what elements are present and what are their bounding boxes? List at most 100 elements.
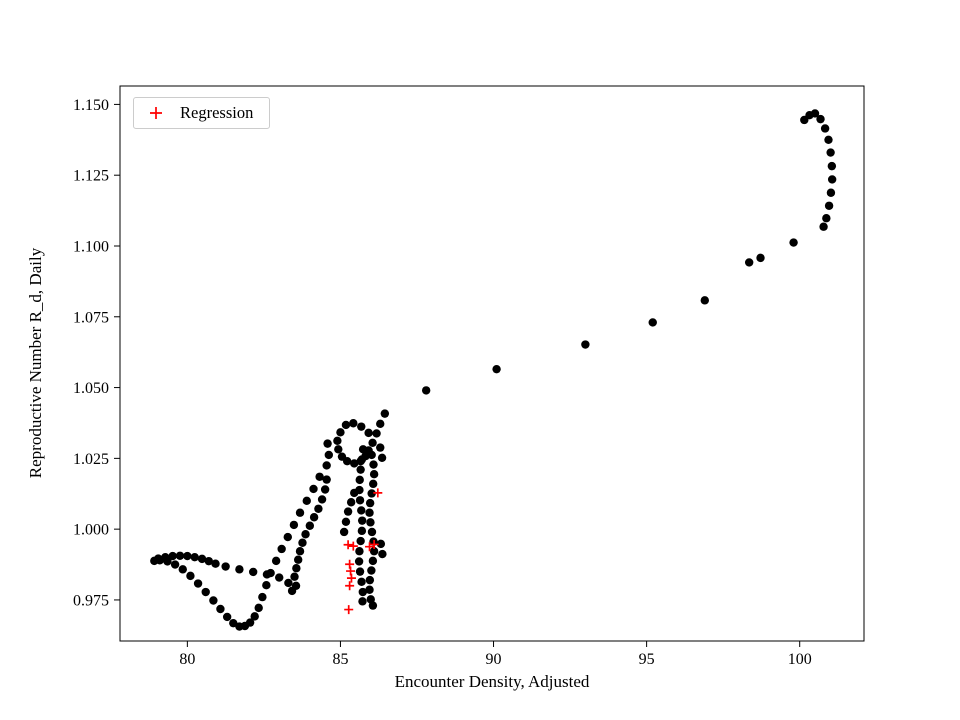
- regression-point: [345, 581, 355, 591]
- data-point: [355, 475, 364, 485]
- data-point: [324, 450, 334, 460]
- data-point: [827, 161, 837, 171]
- data-point: [343, 507, 353, 516]
- y-tick-label: 0.975: [73, 592, 109, 609]
- data-point: [250, 612, 259, 621]
- data-point: [293, 555, 303, 564]
- data-point: [357, 526, 367, 536]
- regression-point: [344, 605, 354, 615]
- data-point: [354, 557, 364, 566]
- data-point: [271, 556, 281, 566]
- y-axis-label: Reproductive Number R_d, Daily: [26, 247, 45, 479]
- data-point: [193, 579, 203, 588]
- data-point: [367, 450, 376, 460]
- data-point: [581, 340, 590, 349]
- data-point: [301, 530, 310, 539]
- data-point: [810, 109, 820, 118]
- data-point: [336, 428, 345, 437]
- data-point: [378, 549, 387, 559]
- axes-frame: [119, 85, 865, 642]
- data-point: [254, 603, 263, 613]
- data-point: [827, 175, 837, 184]
- x-axis-ticks: 80 85 90 95 100: [179, 641, 812, 668]
- x-tick-label: 95: [639, 651, 655, 668]
- y-tick-label: 1.000: [73, 522, 109, 539]
- data-point: [275, 573, 284, 582]
- data-point: [816, 114, 825, 124]
- data-point: [309, 513, 319, 522]
- data-point: [320, 485, 330, 494]
- data-point: [368, 556, 378, 566]
- data-point: [365, 585, 374, 594]
- y-tick-label: 1.100: [73, 238, 109, 255]
- data-point: [756, 253, 765, 263]
- data-point: [700, 296, 709, 305]
- x-tick-label: 80: [179, 651, 195, 668]
- data-point: [492, 364, 501, 374]
- data-point: [277, 544, 286, 554]
- data-point: [175, 551, 185, 560]
- data-point: [357, 506, 366, 515]
- data-point: [350, 459, 359, 468]
- data-point: [211, 559, 220, 568]
- data-point: [201, 587, 210, 597]
- regression-point: [348, 541, 358, 551]
- regression-point: [343, 540, 353, 550]
- data-point: [341, 420, 351, 430]
- data-point: [186, 571, 195, 581]
- data-point: [826, 148, 835, 157]
- data-point: [366, 518, 375, 527]
- data-point: [355, 496, 365, 505]
- trajectory-series: [150, 109, 837, 631]
- data-point: [744, 258, 754, 267]
- data-point: [789, 238, 798, 247]
- data-point: [229, 618, 238, 628]
- data-point: [346, 498, 356, 507]
- data-point: [358, 597, 367, 606]
- data-point: [819, 222, 828, 231]
- data-point: [314, 504, 323, 513]
- data-point: [197, 554, 207, 564]
- data-point: [216, 604, 225, 614]
- data-point: [204, 556, 213, 566]
- regression-point: [369, 539, 379, 549]
- data-point: [183, 551, 192, 561]
- data-point: [317, 495, 327, 504]
- data-point: [289, 520, 299, 530]
- data-point: [356, 465, 365, 474]
- data-point: [376, 419, 385, 429]
- data-point: [322, 461, 331, 470]
- data-point: [290, 572, 299, 581]
- data-point: [262, 581, 271, 590]
- data-point: [178, 565, 187, 574]
- data-point: [295, 547, 305, 556]
- regression-point: [346, 573, 356, 583]
- data-point: [291, 581, 301, 590]
- data-point: [235, 622, 244, 631]
- y-tick-label: 1.125: [73, 168, 109, 185]
- data-point: [369, 479, 378, 489]
- regression-point: [346, 566, 356, 576]
- data-point: [190, 552, 199, 562]
- data-point: [365, 575, 375, 585]
- data-point: [284, 578, 293, 588]
- data-point: [369, 547, 379, 556]
- data-point: [258, 592, 267, 602]
- y-axis-ticks: 0.975 1.000 1.025 1.050 1.075 1.100 1.125 1.150: [73, 97, 120, 609]
- data-point: [248, 567, 258, 577]
- data-point: [292, 564, 301, 573]
- data-point: [364, 428, 373, 438]
- data-point: [221, 562, 230, 571]
- data-point: [376, 539, 386, 549]
- data-point: [421, 386, 431, 395]
- data-point: [283, 532, 292, 542]
- data-point: [377, 453, 387, 462]
- data-point: [365, 508, 374, 517]
- data-point: [357, 455, 367, 464]
- x-tick-label: 85: [332, 651, 348, 668]
- data-point: [367, 566, 376, 575]
- data-point: [826, 188, 836, 197]
- data-point: [369, 470, 379, 479]
- data-point: [334, 445, 343, 454]
